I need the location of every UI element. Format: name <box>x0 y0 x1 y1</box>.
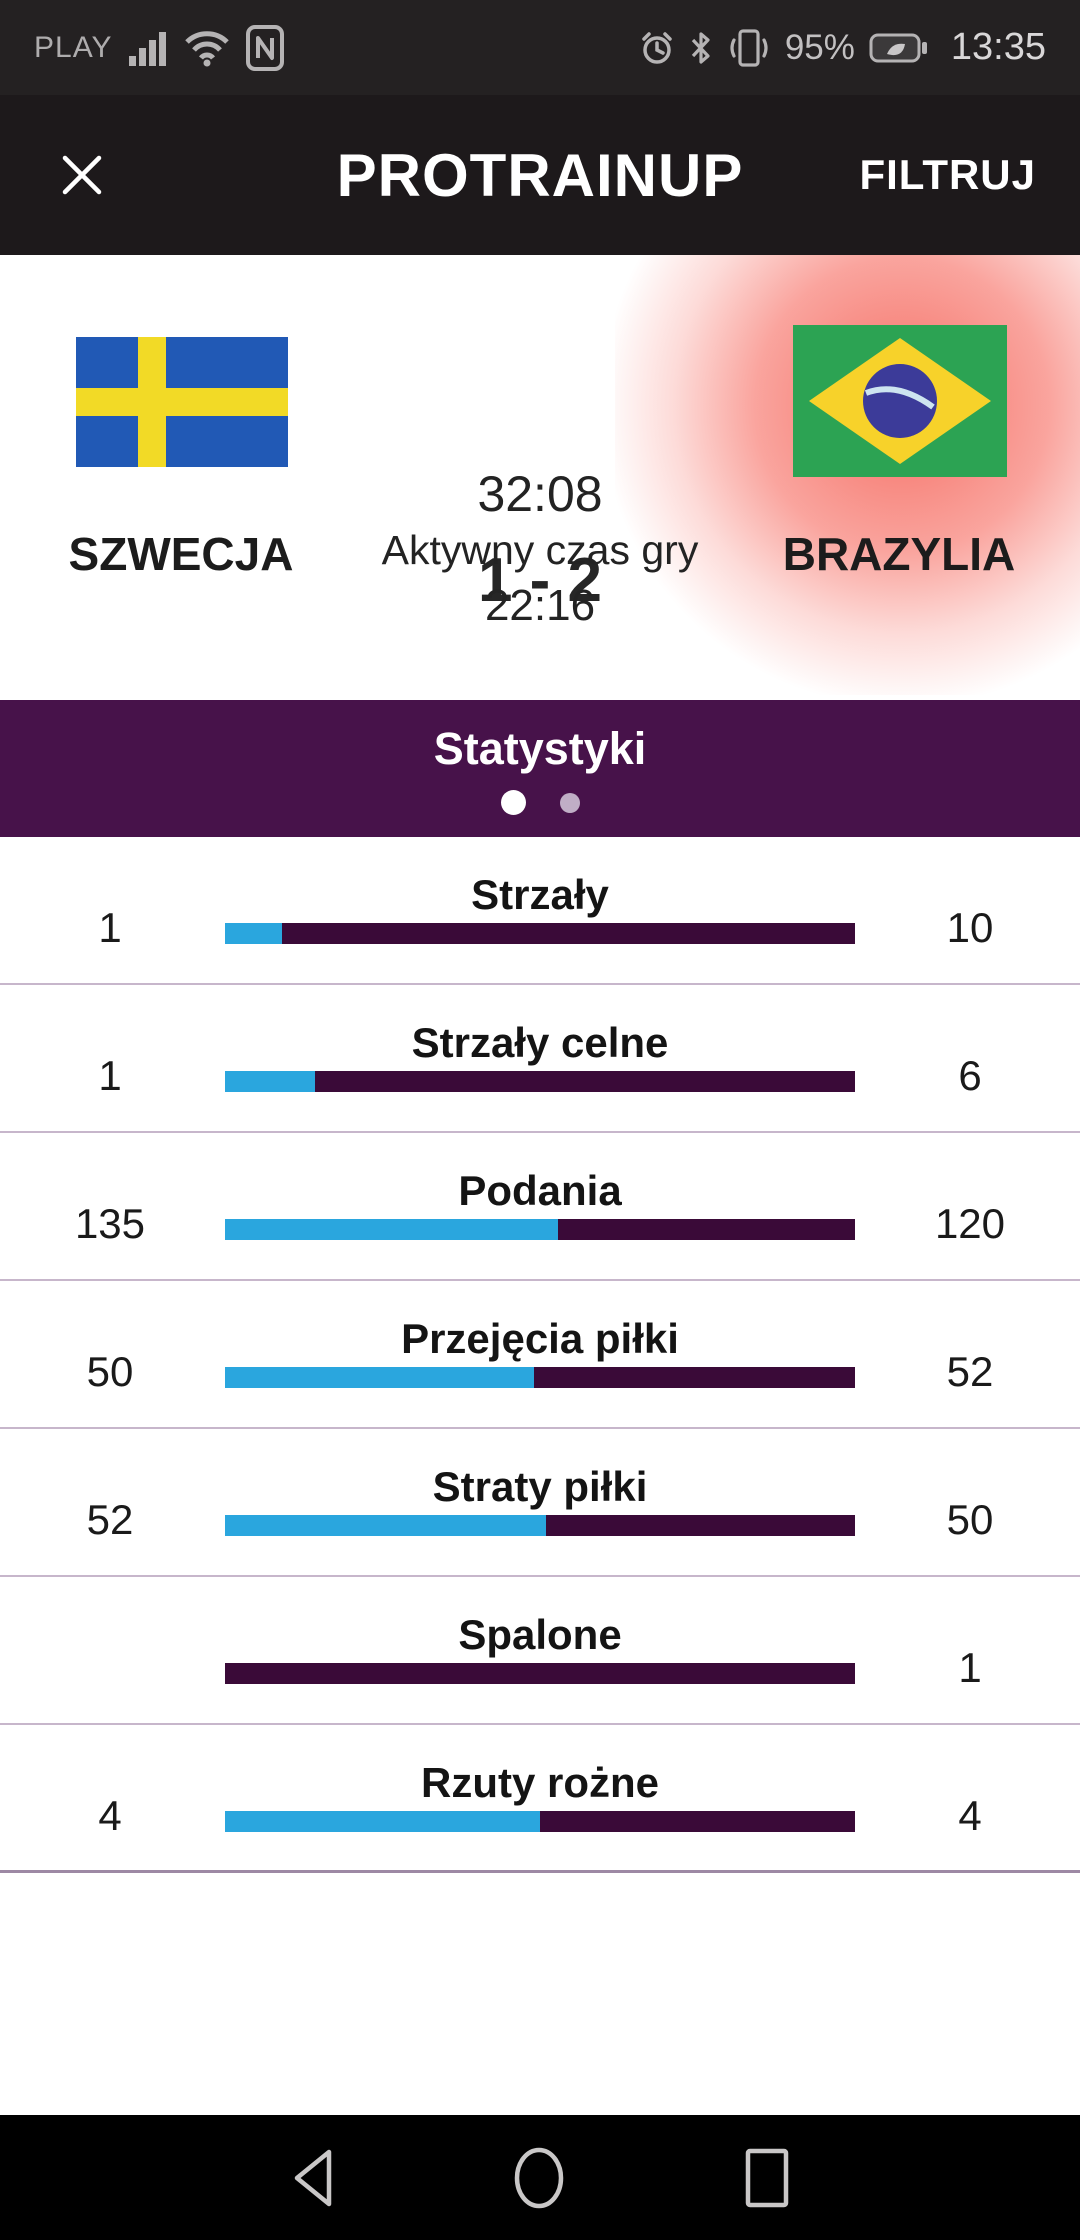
stat-home-value: 1 <box>98 904 122 951</box>
content-spacer <box>0 1873 1080 2115</box>
clock-label: 13:35 <box>950 26 1046 68</box>
stat-row: Straty piłki 52 50 <box>0 1429 1080 1577</box>
stat-bar <box>225 1515 855 1536</box>
stat-home-value: 135 <box>74 1200 146 1247</box>
stat-bar-home-fill <box>225 923 283 944</box>
stats-section-header: Statystyki <box>0 700 1080 837</box>
stat-label: Straty piłki <box>432 1463 648 1510</box>
stat-label: Przejęcia piłki <box>401 1315 679 1362</box>
stat-away-value: 120 <box>934 1200 1006 1247</box>
filter-button[interactable]: FILTRUJ <box>859 151 1036 198</box>
stat-row: Strzały celne 1 6 <box>0 985 1080 1133</box>
stat-bar <box>225 1663 855 1684</box>
signal-strength-icon <box>127 28 169 68</box>
stat-away-value: 4 <box>958 1792 982 1839</box>
page-dot-active[interactable] <box>500 790 526 815</box>
page-title: PROTRAINUP <box>336 141 744 209</box>
page-dot-inactive[interactable] <box>559 792 580 813</box>
stat-label: Strzały <box>471 871 609 918</box>
android-nav-bar <box>0 2115 1080 2240</box>
away-team-name: BRAZYLIA <box>782 528 1016 580</box>
wifi-icon <box>183 28 231 68</box>
stat-label: Strzały celne <box>411 1019 669 1066</box>
stat-bar <box>225 1219 855 1240</box>
stat-bar-home-fill <box>225 1515 547 1536</box>
stat-bar-home-fill <box>225 1811 540 1832</box>
stat-row: Podania 135 120 <box>0 1133 1080 1281</box>
recents-icon[interactable] <box>743 2146 791 2210</box>
stat-label: Rzuty rożne <box>420 1759 659 1806</box>
close-icon[interactable] <box>58 151 106 199</box>
stat-label: Spalone <box>458 1611 622 1658</box>
stat-away-value: 6 <box>958 1052 982 1099</box>
stat-home-value: 4 <box>98 1792 122 1839</box>
stat-away-value: 10 <box>946 904 994 951</box>
stat-bar-home-fill <box>225 1071 316 1092</box>
stat-label: Podania <box>458 1167 622 1214</box>
stat-bar <box>225 1811 855 1832</box>
status-bar: PLAY <box>0 0 1080 95</box>
match-score: 1 - 2 <box>477 546 603 615</box>
stats-title: Statystyki <box>433 723 647 774</box>
stat-row: Rzuty rożne 4 4 <box>0 1725 1080 1873</box>
stats-list: Strzały 1 10 Strzały celne 1 6 Podania 1… <box>0 837 1080 1873</box>
home-team-name: SZWECJA <box>68 528 294 580</box>
stat-away-value: 1 <box>958 1644 982 1691</box>
back-icon[interactable] <box>289 2147 335 2209</box>
stat-row: Przejęcia piłki 50 52 <box>0 1281 1080 1429</box>
stat-away-value: 50 <box>946 1496 994 1543</box>
battery-icon <box>869 30 931 66</box>
brazil-flag <box>793 325 1007 477</box>
stat-home-value: 50 <box>86 1348 134 1395</box>
nfc-icon <box>245 24 285 72</box>
stat-home-value: 52 <box>86 1496 134 1543</box>
home-icon[interactable] <box>513 2146 565 2210</box>
battery-percent-label: 95% <box>784 27 855 67</box>
stat-bar <box>225 1071 855 1092</box>
match-time: 32:08 <box>477 466 603 522</box>
stat-bar <box>225 923 855 944</box>
vibrate-icon <box>727 28 771 68</box>
match-header: 1 - 2 32:08 Aktywny czas gry 22:16 SZWEC… <box>0 255 1080 700</box>
alarm-icon <box>639 30 675 66</box>
stat-row: Strzały 1 10 <box>0 837 1080 985</box>
bluetooth-icon <box>689 29 713 67</box>
sweden-flag <box>76 337 288 467</box>
stat-home-value: 1 <box>98 1052 122 1099</box>
active-time-value: 22:16 <box>484 581 596 630</box>
stat-bar-home-fill <box>225 1219 559 1240</box>
carrier-label: PLAY <box>34 30 113 64</box>
stat-row: Spalone 1 <box>0 1577 1080 1725</box>
page-indicator <box>500 790 580 815</box>
app-header: PROTRAINUP FILTRUJ <box>0 95 1080 255</box>
stat-away-value: 52 <box>946 1348 994 1395</box>
stat-bar <box>225 1367 855 1388</box>
stat-bar-home-fill <box>225 1367 534 1388</box>
active-time-label: Aktywny czas gry <box>381 527 699 573</box>
